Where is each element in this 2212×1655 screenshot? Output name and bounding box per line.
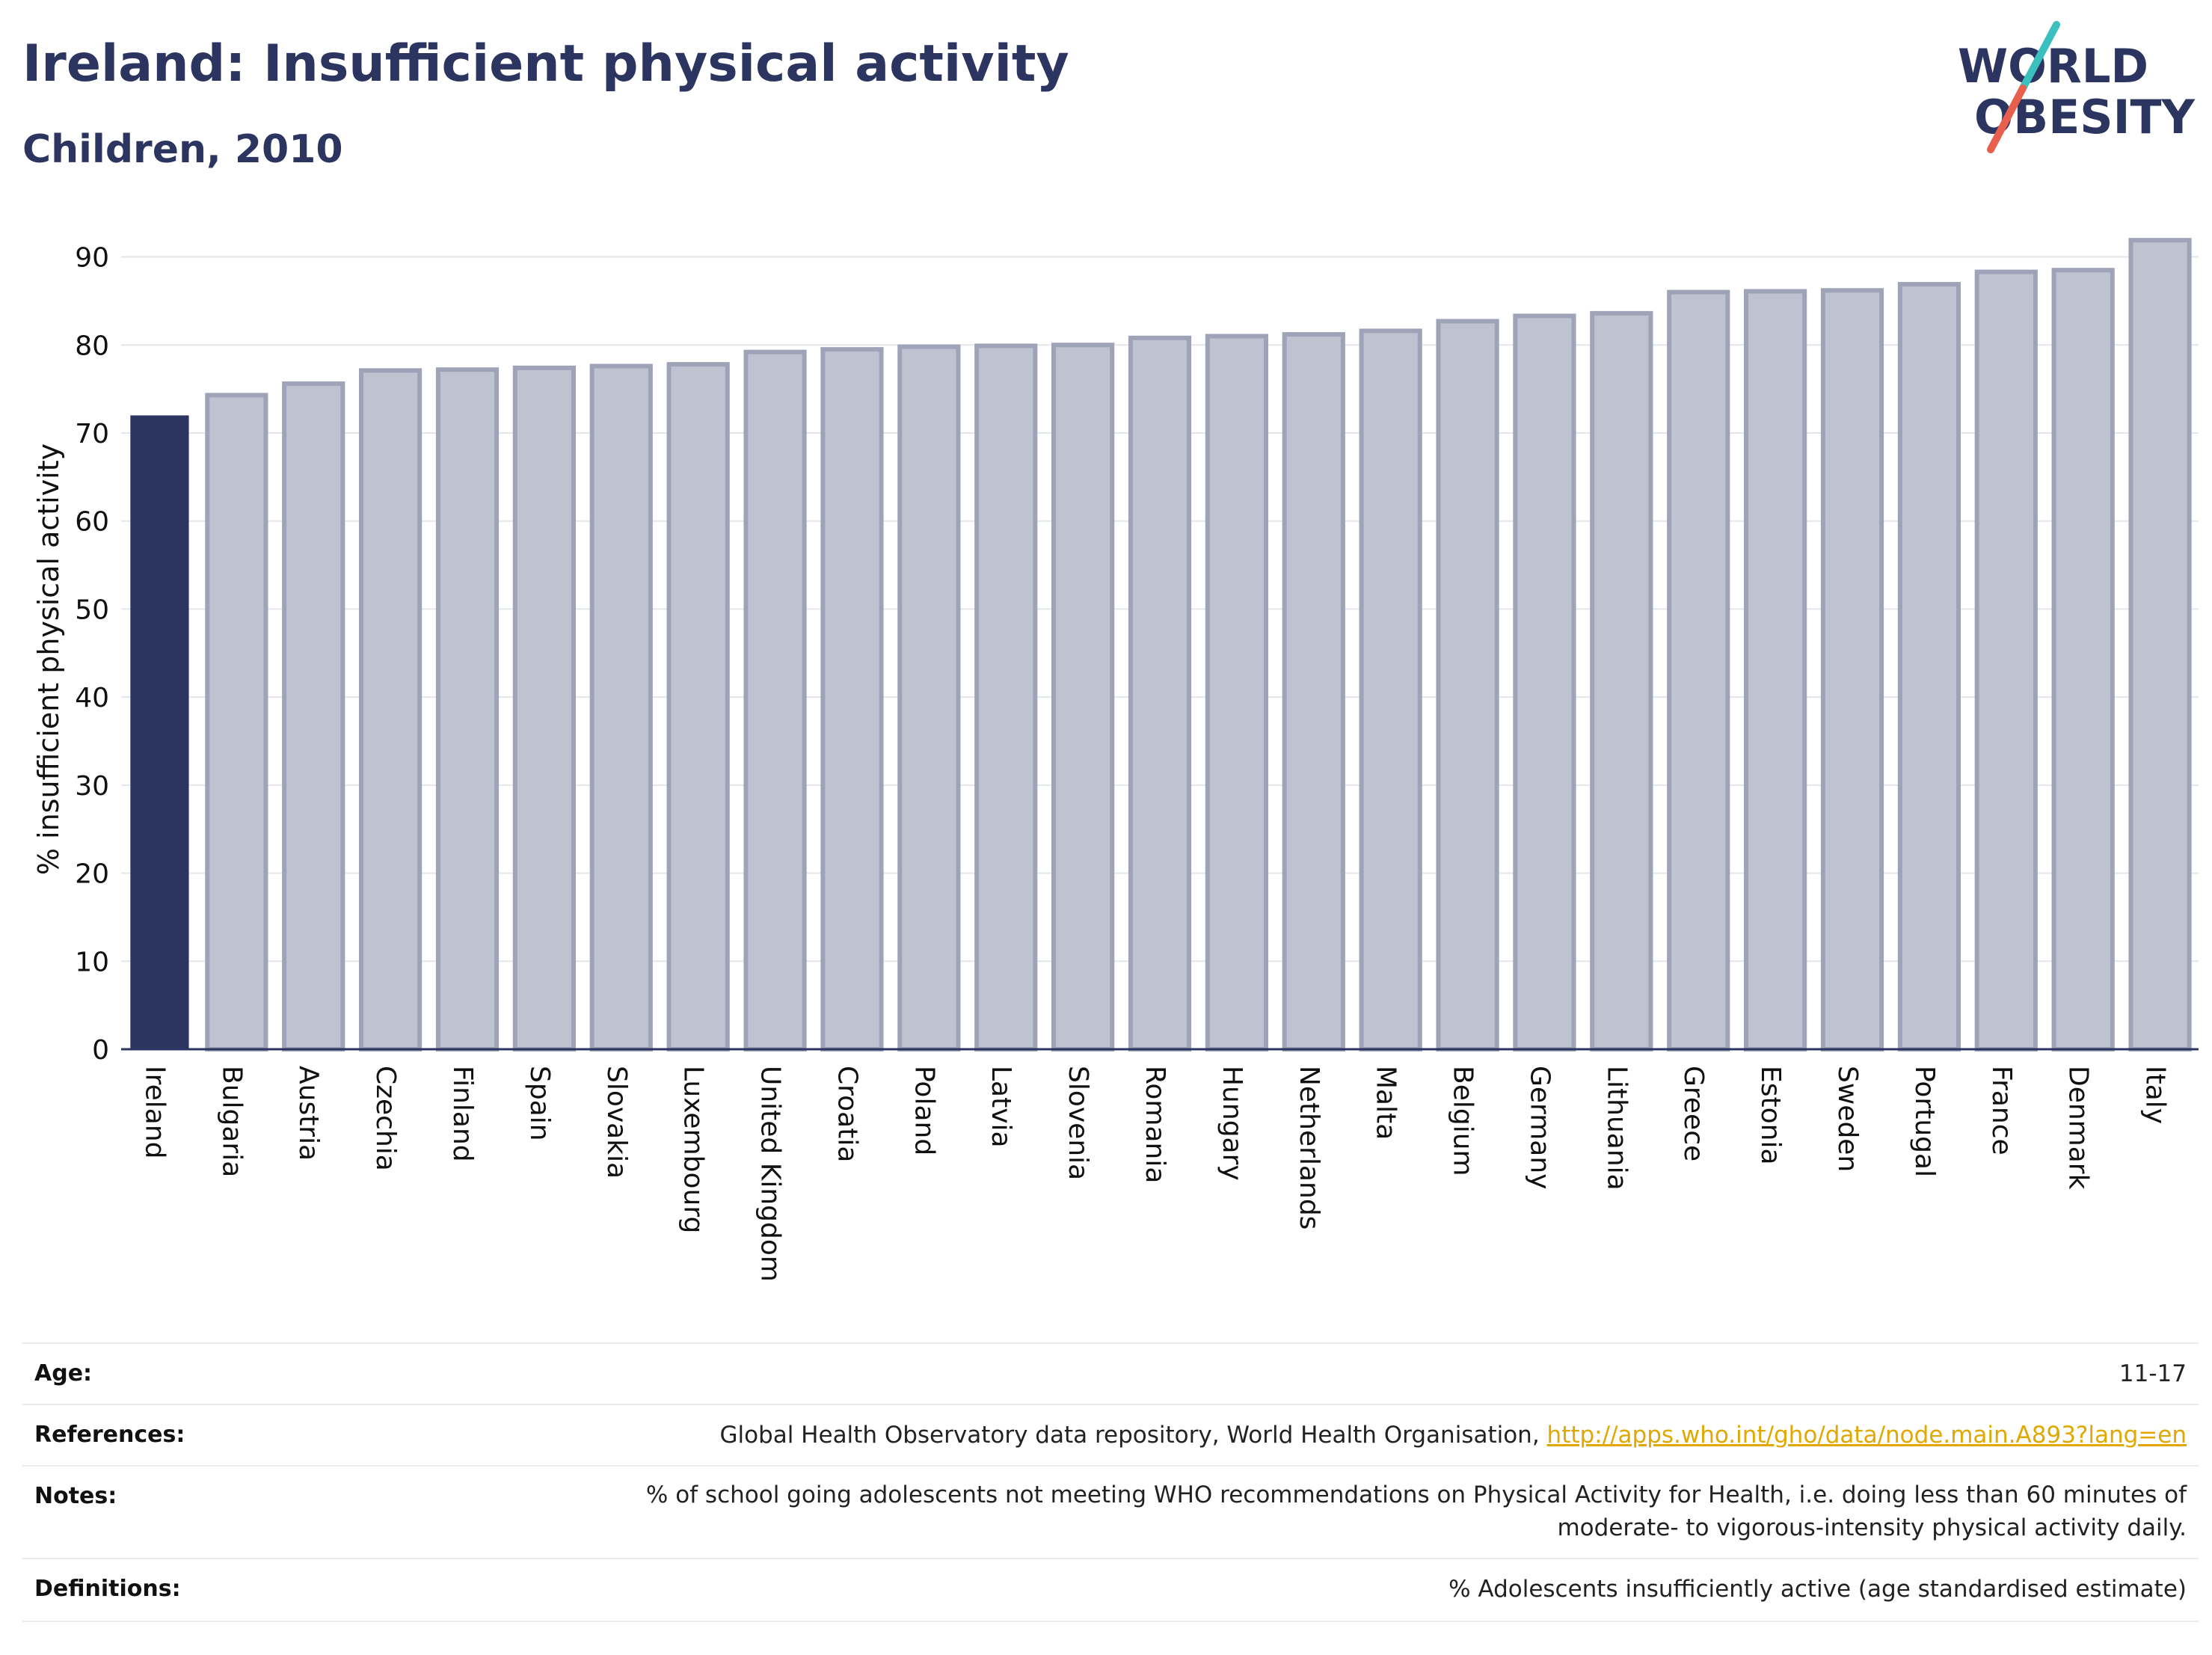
y-tick-label: 20 [75,859,109,890]
notes-line2: moderate- to vigorous-intensity physical… [1557,1514,2187,1541]
info-row-definitions: Definitions: % Adolescents insufficientl… [22,1558,2199,1622]
info-value-age: 11-17 [2119,1360,2187,1387]
y-axis-label: % insufficient physical activity [32,443,65,875]
x-tick-label: Bulgaria [216,1066,247,1177]
info-row-references: References: Global Health Observatory da… [22,1404,2199,1467]
x-tick-label: Malta [1371,1066,1401,1140]
y-tick-label: 70 [75,419,109,449]
y-tick-label: 40 [75,683,109,713]
bar-denmark [2051,268,2115,1052]
bar-romania [1128,335,1192,1051]
bar-slovenia [1051,343,1115,1051]
y-tick-label: 80 [75,331,109,361]
x-tick-label: Latvia [986,1066,1016,1148]
logo-slash-red [1987,85,2027,153]
info-label-age: Age: [34,1360,93,1387]
info-value-notes: % of school going adolescents not meetin… [646,1479,2187,1544]
y-tick-label: 60 [75,507,109,538]
x-tick-label: United Kingdom [755,1066,786,1282]
x-tick-label: Germany [1524,1066,1555,1189]
x-tick-label: Ireland [139,1066,170,1159]
world-obesity-logo: WORLD OBESITY [1958,21,2196,153]
page-subtitle: Children, 2010 [22,127,343,172]
references-text: Global Health Observatory data repositor… [719,1422,1547,1449]
bar-hungary [1205,334,1268,1051]
info-label-notes: Notes: [34,1483,117,1509]
y-axis-ticks: 0 10 20 30 40 50 60 70 80 90 [75,243,109,1066]
x-tick-label: Belgium [1448,1066,1478,1176]
references-link[interactable]: http://apps.who.int/gho/data/node.main.A… [1546,1422,2187,1449]
page-title: Ireland: Insufficient physical activity [22,34,1069,93]
x-tick-label: Finland [447,1066,478,1162]
x-tick-label: Lithuania [1601,1066,1632,1191]
y-tick-label: 10 [75,947,109,977]
info-row-age: Age: 11-17 [22,1342,2199,1405]
x-tick-label: Sweden [1832,1066,1863,1172]
bar-spain [512,365,576,1052]
logo-text-line1: WORLD [1958,39,2148,93]
x-tick-label: Hungary [1217,1066,1247,1181]
bar-malta [1359,328,1422,1051]
x-axis-ticks: Ireland Bulgaria Austria Czechia Finland Spai… [139,1066,2170,1282]
x-tick-label: Poland [909,1066,939,1155]
info-row-notes: Notes: % of school going adolescents not… [22,1465,2199,1559]
bar-portugal [1897,282,1961,1051]
bar-ireland [130,415,189,1049]
bar-poland [897,344,961,1051]
bar-bulgaria [205,393,268,1051]
y-tick-label: 50 [75,595,109,625]
x-tick-label: Denmark [2063,1066,2094,1190]
bar-sweden [1820,288,1884,1052]
info-label-definitions: Definitions: [34,1576,181,1602]
bar-germany [1513,313,1576,1051]
bar-united-kingdom [743,349,807,1051]
bars [130,238,2192,1052]
y-tick-label: 90 [75,243,109,274]
bar-greece [1667,289,1730,1051]
bar-italy [2128,238,2192,1052]
x-tick-label: Luxembourg [678,1066,709,1233]
info-label-references: References: [34,1422,185,1448]
y-tick-label: 30 [75,771,109,802]
x-tick-label: Austria [293,1066,324,1161]
bar-finland [435,367,500,1051]
bar-belgium [1436,319,1499,1051]
x-tick-label: Romania [1140,1066,1170,1183]
x-tick-label: Spain [524,1066,555,1141]
x-tick-label: France [1986,1066,2017,1155]
x-tick-label: Croatia [832,1066,862,1162]
x-tick-label: Greece [1678,1066,1709,1161]
bar-slovakia [589,363,653,1051]
info-value-references: Global Health Observatory data repositor… [719,1419,2187,1452]
logo-slash-teal [2019,21,2060,92]
x-tick-label: Slovenia [1063,1066,1093,1180]
bar-czechia [359,368,423,1051]
x-tick-label: Czechia [370,1066,401,1171]
bar-croatia [820,347,884,1051]
x-tick-label: Slovakia [601,1066,632,1179]
notes-line1: % of school going adolescents not meetin… [645,1481,2187,1508]
bar-luxembourg [666,362,730,1051]
bar-netherlands [1282,332,1345,1052]
bar-lithuania [1590,310,1653,1051]
bar-chart: 0 10 20 30 40 50 60 70 80 90 Ireland Bulgaria Austr… [32,238,2199,1282]
x-tick-label: Italy [2140,1066,2171,1124]
bar-austria [282,381,345,1051]
y-tick-label: 0 [92,1035,109,1066]
x-tick-label: Estonia [1755,1066,1786,1165]
x-tick-label: Portugal [1909,1066,1940,1177]
bar-latvia [974,343,1038,1051]
bar-france [1974,269,2038,1051]
info-value-definitions: % Adolescents insufficiently active (age… [1448,1576,2187,1603]
x-tick-label: Netherlands [1294,1066,1324,1229]
bar-estonia [1744,289,1807,1051]
